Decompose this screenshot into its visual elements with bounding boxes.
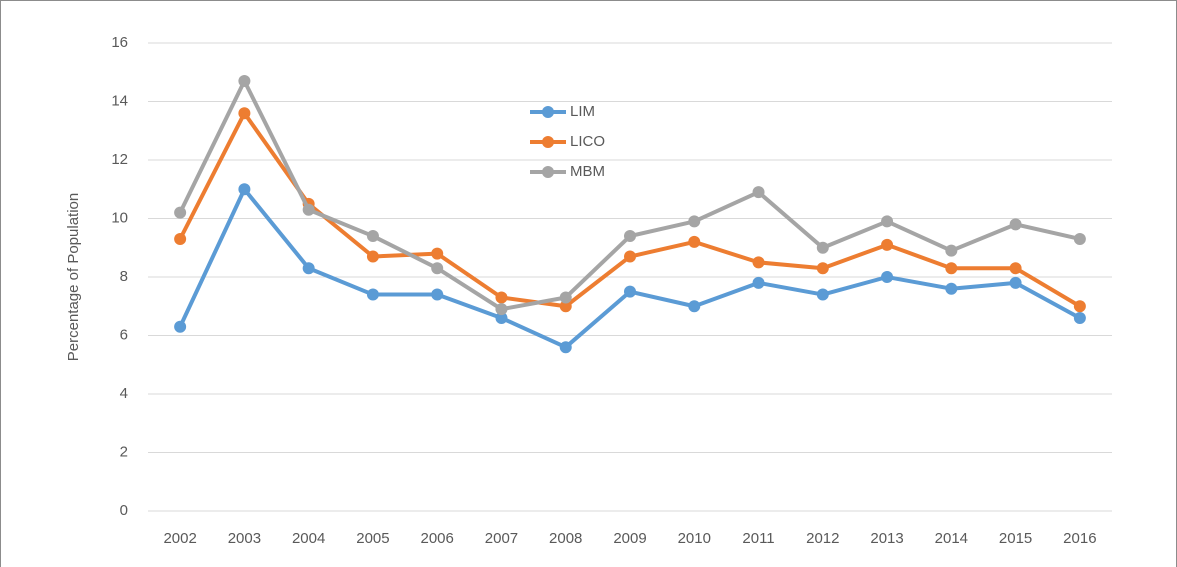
x-tick-label: 2012 bbox=[806, 530, 839, 547]
data-point bbox=[945, 282, 958, 295]
data-point bbox=[302, 262, 315, 275]
data-point bbox=[816, 262, 829, 275]
data-point bbox=[302, 203, 315, 216]
data-point bbox=[174, 206, 187, 219]
x-tick-label: 2006 bbox=[421, 530, 454, 547]
x-tick-label: 2015 bbox=[999, 530, 1032, 547]
data-point bbox=[688, 215, 701, 228]
y-tick-label: 8 bbox=[120, 268, 128, 285]
data-point bbox=[816, 288, 829, 301]
legend-label: LIM bbox=[570, 103, 595, 120]
data-point bbox=[752, 276, 765, 289]
data-point bbox=[1073, 311, 1086, 324]
data-point bbox=[945, 244, 958, 257]
data-point bbox=[431, 247, 444, 260]
data-point bbox=[174, 232, 187, 245]
data-point bbox=[945, 262, 958, 275]
data-point bbox=[688, 235, 701, 248]
x-tick-label: 2003 bbox=[228, 530, 261, 547]
x-tick-label: 2011 bbox=[742, 530, 774, 547]
data-point bbox=[366, 230, 379, 243]
x-tick-label: 2014 bbox=[935, 530, 968, 547]
data-point bbox=[1009, 262, 1022, 275]
data-point bbox=[816, 241, 829, 254]
y-tick-label: 12 bbox=[111, 151, 128, 168]
x-tick-label: 2005 bbox=[356, 530, 389, 547]
data-point bbox=[1073, 300, 1086, 313]
data-point bbox=[624, 250, 636, 263]
data-point bbox=[881, 238, 894, 251]
data-point bbox=[1009, 218, 1022, 231]
data-point bbox=[881, 215, 894, 228]
y-tick-label: 4 bbox=[120, 385, 128, 402]
x-tick-label: 2008 bbox=[549, 530, 582, 547]
data-point bbox=[495, 311, 508, 324]
data-point bbox=[624, 230, 636, 243]
legend-marker bbox=[542, 136, 554, 148]
x-tick-label: 2013 bbox=[870, 530, 903, 547]
x-tick-label: 2004 bbox=[292, 530, 325, 547]
y-tick-label: 10 bbox=[111, 209, 128, 226]
legend-label: MBM bbox=[570, 163, 605, 180]
data-point bbox=[559, 300, 572, 313]
data-point bbox=[238, 107, 251, 120]
y-tick-label: 0 bbox=[120, 502, 128, 519]
y-tick-label: 14 bbox=[111, 92, 128, 109]
data-point bbox=[238, 183, 251, 196]
y-axis-label: Percentage of Population bbox=[65, 193, 82, 361]
data-point bbox=[624, 285, 636, 298]
data-point bbox=[559, 341, 572, 354]
legend-label: LICO bbox=[570, 133, 605, 150]
x-tick-label: 2016 bbox=[1063, 530, 1096, 547]
data-point bbox=[495, 291, 508, 304]
data-point bbox=[1009, 276, 1022, 289]
data-point bbox=[174, 320, 187, 333]
data-point bbox=[559, 291, 572, 304]
data-point bbox=[1073, 232, 1086, 245]
data-point bbox=[431, 288, 444, 301]
y-tick-label: 2 bbox=[120, 443, 128, 460]
data-point bbox=[881, 271, 894, 283]
x-tick-label: 2009 bbox=[613, 530, 646, 547]
data-point bbox=[752, 256, 765, 269]
data-point bbox=[431, 262, 444, 275]
data-point bbox=[495, 303, 508, 316]
data-point bbox=[366, 288, 379, 301]
legend-marker bbox=[542, 166, 554, 178]
x-tick-label: 2007 bbox=[485, 530, 518, 547]
y-tick-label: 16 bbox=[111, 34, 128, 51]
data-point bbox=[366, 250, 379, 263]
data-point bbox=[238, 75, 251, 88]
data-point bbox=[688, 300, 701, 313]
data-point bbox=[752, 186, 765, 199]
y-tick-label: 6 bbox=[120, 326, 128, 343]
x-tick-label: 2002 bbox=[163, 530, 196, 547]
legend-marker bbox=[542, 106, 554, 118]
x-tick-label: 2010 bbox=[678, 530, 711, 547]
